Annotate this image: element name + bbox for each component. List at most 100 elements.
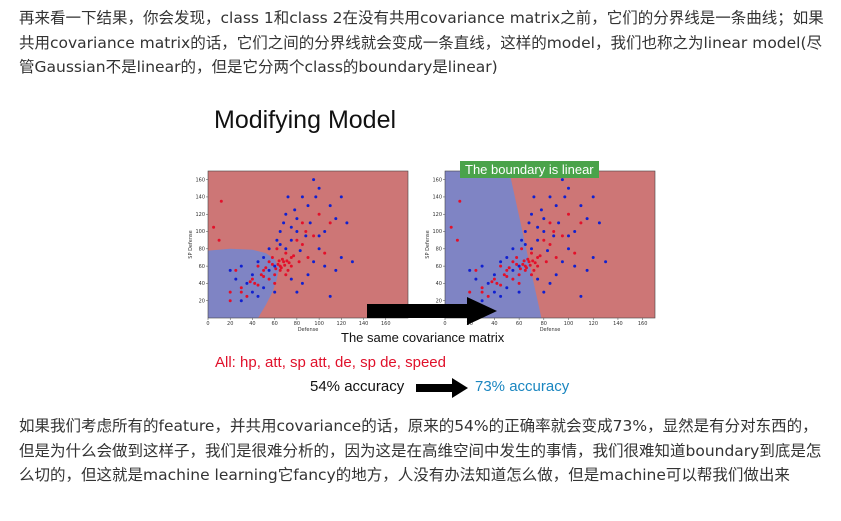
point-class-2 bbox=[548, 281, 552, 285]
plot-frame bbox=[207, 170, 409, 319]
point-class-1 bbox=[289, 264, 293, 268]
point-class-2 bbox=[339, 195, 343, 199]
point-class-2 bbox=[308, 221, 312, 225]
point-class-2 bbox=[245, 281, 249, 285]
point-class-1 bbox=[284, 251, 288, 255]
slide-title: Modifying Model bbox=[214, 106, 397, 134]
point-class-1 bbox=[528, 263, 532, 267]
point-class-2 bbox=[278, 230, 282, 233]
x-tick-label: 160 bbox=[638, 321, 648, 327]
y-tick-label: 60 bbox=[199, 264, 205, 270]
point-class-2 bbox=[295, 230, 299, 233]
point-class-2 bbox=[289, 277, 293, 281]
point-class-1 bbox=[277, 259, 281, 263]
point-class-2 bbox=[273, 290, 277, 294]
point-class-1 bbox=[515, 262, 519, 266]
point-class-1 bbox=[474, 268, 478, 272]
point-class-1 bbox=[518, 267, 522, 271]
point-class-2 bbox=[345, 221, 349, 225]
point-class-2 bbox=[542, 230, 546, 233]
point-class-1 bbox=[282, 260, 286, 264]
point-class-1 bbox=[219, 199, 223, 203]
x-tick-label: 100 bbox=[314, 321, 324, 327]
point-class-1 bbox=[270, 256, 274, 259]
point-class-2 bbox=[511, 247, 515, 251]
point-class-2 bbox=[591, 256, 595, 259]
point-class-2 bbox=[573, 264, 577, 268]
point-class-2 bbox=[289, 238, 293, 242]
point-class-1 bbox=[536, 256, 540, 259]
point-class-2 bbox=[474, 277, 478, 281]
outro-paragraph: 如果我们考虑所有的feature，并共用covariance的话，原来的54%的… bbox=[19, 417, 822, 484]
point-class-2 bbox=[579, 294, 583, 298]
point-class-2 bbox=[554, 273, 558, 277]
point-class-1 bbox=[542, 238, 546, 242]
point-class-1 bbox=[287, 261, 291, 265]
point-class-1 bbox=[270, 262, 274, 266]
point-class-2 bbox=[300, 195, 304, 199]
point-class-2 bbox=[273, 264, 277, 268]
point-class-2 bbox=[317, 247, 321, 251]
x-tick-label: 160 bbox=[381, 321, 391, 327]
point-class-1 bbox=[256, 264, 260, 268]
point-class-2 bbox=[328, 204, 332, 208]
point-class-1 bbox=[300, 221, 304, 225]
point-class-1 bbox=[522, 259, 526, 263]
accuracy-before: 54% accuracy bbox=[310, 378, 405, 395]
point-class-2 bbox=[597, 221, 601, 225]
point-class-2 bbox=[539, 208, 543, 212]
right-arrow-icon bbox=[367, 297, 497, 325]
point-class-1 bbox=[328, 221, 332, 225]
point-class-1 bbox=[217, 238, 221, 242]
point-class-2 bbox=[286, 195, 290, 199]
point-class-1 bbox=[273, 273, 277, 277]
point-class-2 bbox=[312, 178, 316, 182]
point-class-2 bbox=[275, 238, 279, 242]
point-class-2 bbox=[295, 290, 299, 294]
point-class-2 bbox=[604, 260, 608, 264]
point-class-1 bbox=[492, 277, 496, 281]
boundary-is-linear-label: The boundary is linear bbox=[460, 161, 599, 178]
point-class-2 bbox=[267, 268, 271, 272]
point-class-2 bbox=[548, 195, 552, 199]
point-class-2 bbox=[573, 230, 577, 233]
point-class-2 bbox=[317, 234, 321, 238]
point-class-2 bbox=[492, 290, 496, 294]
point-class-1 bbox=[239, 286, 243, 290]
x-tick-label: 60 bbox=[271, 321, 277, 327]
point-class-2 bbox=[262, 286, 266, 290]
point-class-1 bbox=[531, 259, 535, 263]
point-class-1 bbox=[248, 280, 252, 284]
point-class-2 bbox=[282, 221, 286, 225]
point-class-1 bbox=[486, 294, 490, 298]
point-class-1 bbox=[538, 254, 542, 258]
point-class-2 bbox=[293, 208, 297, 212]
point-class-1 bbox=[536, 264, 540, 268]
point-class-1 bbox=[468, 290, 472, 294]
point-class-2 bbox=[530, 212, 533, 216]
y-tick-label: 40 bbox=[199, 281, 205, 287]
point-class-2 bbox=[542, 217, 546, 221]
point-class-2 bbox=[505, 286, 509, 290]
point-class-1 bbox=[505, 275, 509, 278]
point-class-2 bbox=[300, 281, 304, 285]
point-class-1 bbox=[526, 257, 530, 261]
accuracy-arrow-icon bbox=[416, 378, 468, 398]
point-class-1 bbox=[499, 264, 503, 268]
point-class-2 bbox=[585, 268, 589, 272]
point-class-2 bbox=[563, 195, 567, 199]
y-tick-label: 80 bbox=[199, 247, 205, 253]
y-tick-label: 40 bbox=[436, 281, 442, 287]
point-class-2 bbox=[334, 268, 338, 272]
point-class-1 bbox=[502, 273, 506, 277]
point-class-2 bbox=[591, 195, 595, 199]
point-class-2 bbox=[486, 281, 490, 285]
point-class-1 bbox=[548, 221, 552, 225]
point-class-1 bbox=[228, 290, 232, 294]
point-class-1 bbox=[517, 281, 521, 285]
features-line: All: hp, att, sp att, de, sp de, speed bbox=[215, 354, 446, 371]
x-tick-label: 0 bbox=[443, 321, 446, 327]
point-class-1 bbox=[554, 256, 558, 259]
point-class-1 bbox=[304, 230, 308, 233]
point-class-2 bbox=[480, 264, 484, 268]
